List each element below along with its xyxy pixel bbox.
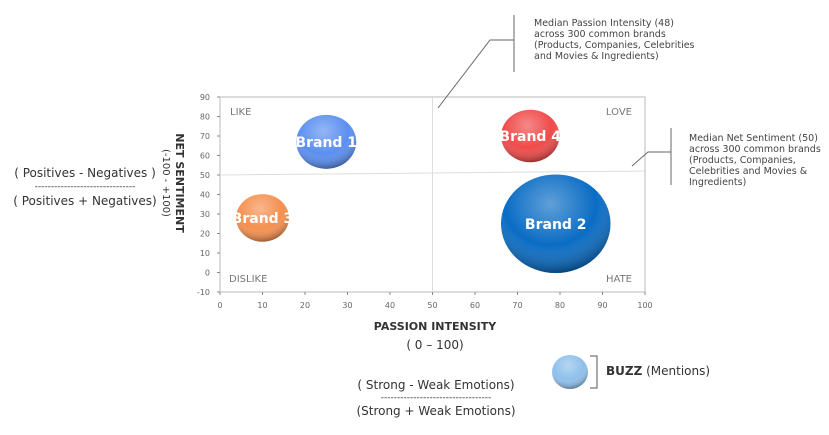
x-tick-label: 0 xyxy=(217,301,222,310)
y-tick-label: 70 xyxy=(200,132,210,141)
x-tick-label: 100 xyxy=(637,301,652,310)
y-tick-label: 10 xyxy=(200,249,210,258)
bubble-label: Brand 3 xyxy=(232,211,294,227)
y-tick-label: 80 xyxy=(200,113,210,122)
median-y-callout xyxy=(631,151,671,167)
median-x-callout xyxy=(437,39,514,109)
y-formula: ( Positives - Negatives ) --------------… xyxy=(13,166,157,208)
x-tick-label: 50 xyxy=(427,301,437,310)
buzz-legend-label: BUZZ (Mentions) xyxy=(606,364,711,378)
x-tick-label: 90 xyxy=(597,301,607,310)
y-tick-label: 50 xyxy=(200,171,210,180)
bubble-brand-1: Brand 1 xyxy=(295,114,357,169)
x-axis-title-block: PASSION INTENSITY ( 0 – 100) xyxy=(335,320,535,352)
buzz-legend-bracket xyxy=(590,355,598,389)
x-axis-title: PASSION INTENSITY xyxy=(373,320,497,333)
bubble-label: Brand 2 xyxy=(525,217,587,233)
median-y-note: Median Net Sentiment (50) across 300 com… xyxy=(689,133,821,188)
y-tick-label: 90 xyxy=(200,93,210,102)
bubble-brand-4: Brand 4 xyxy=(499,109,561,163)
bubble-label: Brand 1 xyxy=(295,135,357,151)
y-tick-label: -10 xyxy=(197,288,210,297)
y-tick-label: 60 xyxy=(200,152,210,161)
x-tick-label: 40 xyxy=(385,301,395,310)
x-tick-label: 30 xyxy=(342,301,352,310)
x-tick-label: 80 xyxy=(555,301,565,310)
bubble-brand-2: Brand 2 xyxy=(500,174,611,274)
x-axis-subtitle: ( 0 – 100) xyxy=(406,338,464,352)
y-axis-title: NET SENTIMENT xyxy=(173,133,186,233)
x-tick-label: 60 xyxy=(470,301,480,310)
bubble-label: Brand 4 xyxy=(499,129,561,145)
quadrant-hate: HATE xyxy=(606,274,632,285)
y-tick-label: 20 xyxy=(200,230,210,239)
median-x-note: Median Passion Intensity (48) across 300… xyxy=(534,18,695,62)
median-sentiment-line xyxy=(219,170,646,176)
y-tick-label: 30 xyxy=(200,210,210,219)
x-tick-label: 10 xyxy=(257,301,267,310)
quadrant-dislike: DISLIKE xyxy=(229,274,267,285)
y-tick-label: 40 xyxy=(200,191,210,200)
bubble-brand-3: Brand 3 xyxy=(232,194,294,242)
y-axis-subtitle: (-100 - +100) xyxy=(160,149,171,217)
quadrant-love: LOVE xyxy=(606,107,632,118)
x-tick-label: 70 xyxy=(512,301,522,310)
x-formula: ( Strong - Weak Emotions) --------------… xyxy=(356,378,516,418)
x-tick-label: 20 xyxy=(300,301,310,310)
quadrant-like: LIKE xyxy=(230,107,251,118)
y-tick-label: 0 xyxy=(205,269,210,278)
